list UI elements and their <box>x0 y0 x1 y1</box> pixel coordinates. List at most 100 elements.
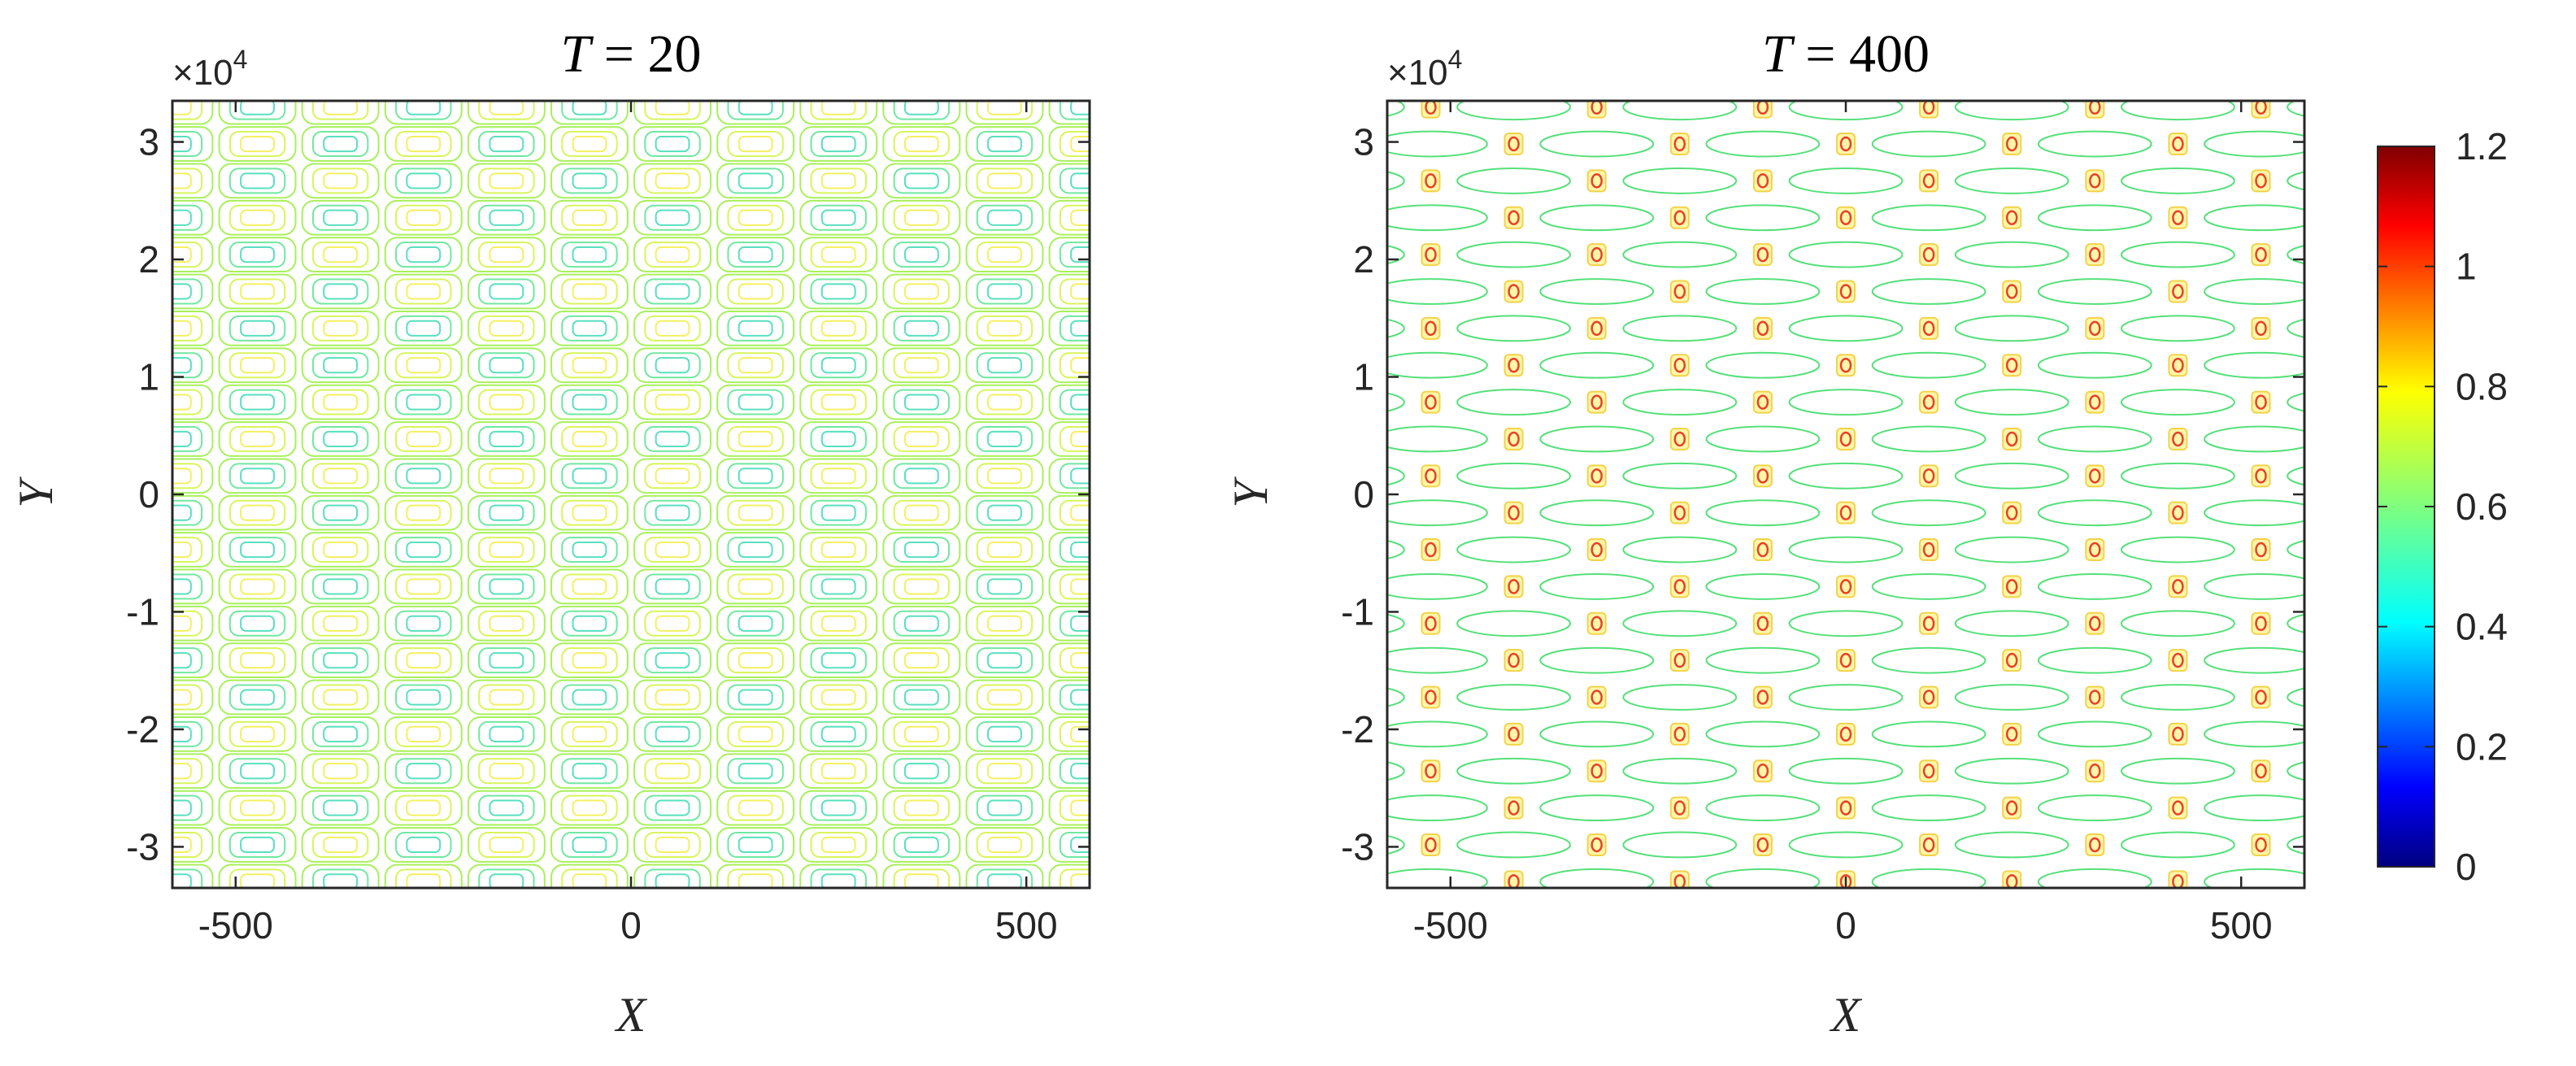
contour-line <box>976 425 1033 452</box>
contour-peak-outer <box>2003 59 2021 80</box>
contour-line <box>976 720 1033 747</box>
contour-peak-outer <box>1421 685 1441 709</box>
contour-peak-inner <box>1425 690 1437 705</box>
contour-line <box>738 246 773 263</box>
contour-line <box>1059 241 1090 268</box>
contour-peak-inner <box>2172 357 2184 373</box>
contour-peak-inner <box>2339 211 2349 224</box>
contour-peak-inner <box>2172 284 2184 299</box>
contour-line <box>172 278 203 305</box>
contour-line <box>810 758 867 785</box>
contour-peak-inner <box>2089 542 2101 558</box>
contour-line <box>2120 684 2235 711</box>
contour-line <box>716 458 795 494</box>
contour-line <box>799 310 878 346</box>
contour-line <box>882 679 961 716</box>
contour-line <box>550 384 629 420</box>
contour-line <box>738 209 773 226</box>
contour-line <box>1143 796 1198 820</box>
contour-peak-inner <box>2005 652 2018 668</box>
contour-peak-inner <box>2339 359 2349 372</box>
y-tick-label: -1 <box>1341 590 1374 633</box>
contour-peak-inner <box>1508 874 1520 888</box>
contour-line <box>903 652 939 669</box>
contour-line <box>240 615 275 632</box>
contour-line <box>172 868 203 888</box>
contour-line <box>1059 278 1090 305</box>
contour-line <box>644 463 701 489</box>
contour-line <box>172 246 192 263</box>
contour-line <box>1071 26 1104 41</box>
contour-peak-outer <box>1836 722 1856 746</box>
contour-line <box>1143 759 1198 783</box>
contour-line <box>172 389 203 416</box>
contour-peak-inner <box>1590 246 1603 263</box>
contour-line <box>395 315 452 342</box>
contour-line <box>716 347 795 384</box>
contour-peak-outer <box>1421 23 1439 44</box>
contour-line <box>406 615 442 632</box>
contour-peak-inner <box>1673 357 1686 373</box>
contour-line <box>1539 351 1655 379</box>
contour-line <box>218 642 297 679</box>
contour-line <box>172 720 203 747</box>
contour-line <box>395 758 452 785</box>
contour-line <box>384 679 463 716</box>
contour-peak-inner <box>1592 912 1602 925</box>
contour-line <box>489 836 524 854</box>
contour-line <box>882 347 961 384</box>
contour-peak-inner <box>1922 542 1935 558</box>
contour-line <box>1050 53 1126 87</box>
contour-line <box>716 864 795 888</box>
contour-line <box>903 725 939 742</box>
contour-line <box>323 172 359 189</box>
contour-line <box>561 794 618 821</box>
contour-line <box>655 246 690 263</box>
contour-line <box>1387 868 1488 888</box>
contour-peak-outer <box>1752 611 1773 635</box>
contour-line <box>218 753 297 790</box>
contour-line <box>1154 616 1187 631</box>
contour-peak-outer <box>2251 833 2271 856</box>
contour-line <box>230 21 285 46</box>
contour-line <box>172 283 192 300</box>
contour-peak-inner <box>2005 210 2018 226</box>
contour-peak-inner <box>1756 542 1769 558</box>
contour-line <box>738 357 773 374</box>
contour-line <box>799 199 878 236</box>
contour-line <box>1154 579 1187 594</box>
contour-line <box>1154 432 1187 446</box>
contour-line <box>799 716 878 752</box>
contour-line <box>147 907 202 931</box>
contour-peak-outer <box>1752 685 1773 709</box>
contour-line <box>395 684 452 711</box>
contour-line <box>644 204 701 231</box>
contour-line <box>966 53 1042 87</box>
contour-line <box>172 315 203 342</box>
contour-line <box>172 689 192 706</box>
contour-peak-outer <box>1754 908 1772 929</box>
contour-line <box>976 684 1033 711</box>
contour-peak-inner <box>2172 210 2184 226</box>
contour-line <box>395 131 452 157</box>
contour-line <box>1954 315 2069 342</box>
contour-peak-inner <box>2089 246 2101 263</box>
contour-line <box>228 315 286 342</box>
contour-peak-inner <box>1839 284 1852 299</box>
contour-line <box>893 131 951 157</box>
contour-line <box>976 278 1033 305</box>
contour-line <box>1622 831 1738 859</box>
contour-line <box>489 430 524 448</box>
contour-line <box>633 310 712 346</box>
contour-line <box>1070 504 1090 521</box>
contour-peak-inner <box>1342 137 1352 150</box>
contour-line <box>882 494 961 531</box>
contour-line <box>987 430 1022 448</box>
contour-line <box>965 384 1044 420</box>
contour-line <box>384 605 463 642</box>
contour-line <box>655 209 690 226</box>
y-tick-label: 3 <box>138 121 159 163</box>
contour-line <box>727 573 784 600</box>
contour-line <box>572 689 607 706</box>
contour-line <box>1291 21 1404 46</box>
